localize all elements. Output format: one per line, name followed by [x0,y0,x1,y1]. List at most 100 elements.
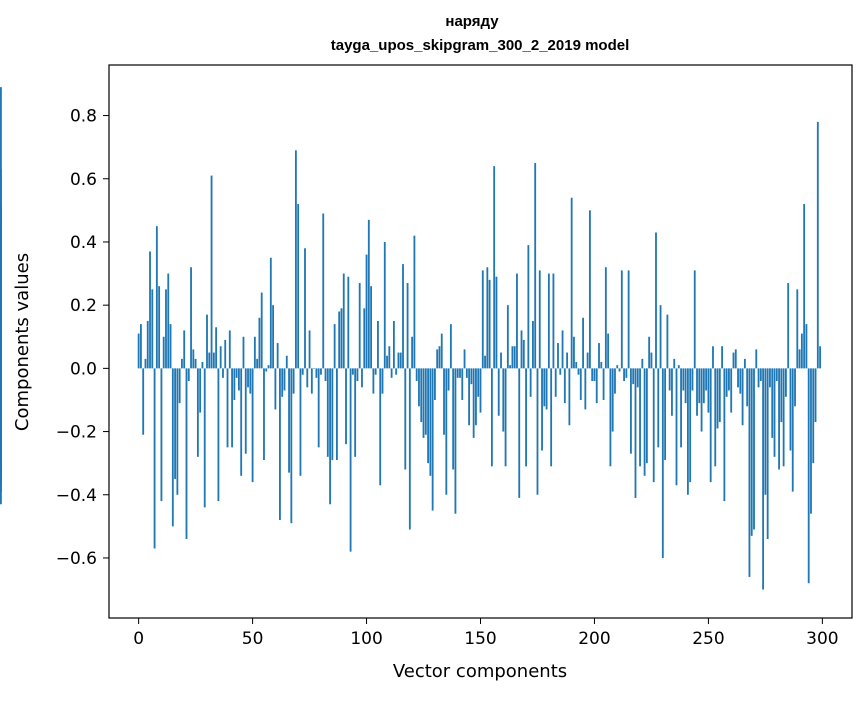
bar [468,368,471,426]
bar [422,368,425,438]
bar [798,349,801,369]
bar [263,368,265,460]
y-tick-label: 0.8 [70,107,97,127]
bar [251,368,254,483]
bar [449,324,452,369]
y-tick-label: 0.6 [70,170,97,190]
bar [488,279,491,369]
bar [399,352,402,369]
bar [684,368,687,404]
bar [308,330,311,369]
bar [276,343,279,369]
bar [315,368,318,378]
bar [253,336,256,369]
bar [650,352,653,369]
bar [347,276,350,369]
bar [406,283,409,369]
bar [734,349,737,369]
bar [516,273,518,369]
bar [310,368,313,394]
bar [627,270,630,369]
bar [372,368,375,394]
bar [696,368,698,416]
bar [673,358,676,369]
bar [224,339,227,369]
bar [520,330,523,369]
bar [812,368,815,464]
bar [174,368,176,479]
bar [215,327,218,369]
x-tick-label: 300 [806,629,838,649]
bar [611,368,614,432]
bar [424,368,427,435]
bar [500,352,502,369]
bar [212,352,215,369]
bar [137,333,140,369]
bar [604,267,607,369]
bar [356,368,359,381]
bar [459,368,461,378]
bar [655,232,657,369]
bar [447,368,450,391]
bar [716,368,719,429]
x-tick-label: 100 [350,629,382,649]
bar [217,368,220,502]
bar [247,368,249,388]
bar [645,368,648,464]
bar [363,308,366,369]
bar [759,368,762,381]
bar [591,368,594,381]
bar [630,368,632,454]
bar [456,368,459,378]
bar [614,368,616,394]
bar [379,368,382,486]
bar [146,320,149,369]
bar [568,368,571,426]
bar [534,162,537,369]
bar [643,368,646,476]
bar [602,368,605,400]
bar [664,368,667,460]
bar [338,311,341,369]
plot-frame [108,64,853,619]
y-tick-label: −0.6 [56,549,97,569]
bar [249,368,252,394]
bar [395,368,398,375]
bar [162,336,165,369]
bar [420,368,423,423]
bar [557,343,559,369]
bar [675,368,678,486]
bar [340,308,343,369]
bar [789,368,792,451]
bar [566,352,569,369]
bar [800,333,803,369]
bar [415,368,418,381]
bar [169,324,172,369]
bar [600,362,603,369]
bar [504,368,507,467]
bar [233,368,236,400]
bar [333,324,336,369]
bar [495,276,498,369]
bar [657,368,660,448]
bar [477,368,480,397]
bar [728,368,730,391]
bar [479,368,482,413]
bar [199,368,202,413]
bar [370,286,373,369]
bar [541,368,543,451]
bar [527,245,530,369]
bar [764,368,767,495]
bar [490,368,493,467]
bar [807,368,810,584]
bar [691,368,694,391]
bar [153,368,156,549]
bar [240,368,243,476]
bar [547,273,550,369]
x-tick-label: 250 [692,629,724,649]
bar [155,226,158,369]
bars-group [0,87,821,590]
bar [244,368,247,454]
bar [538,270,541,369]
bar [206,314,208,369]
